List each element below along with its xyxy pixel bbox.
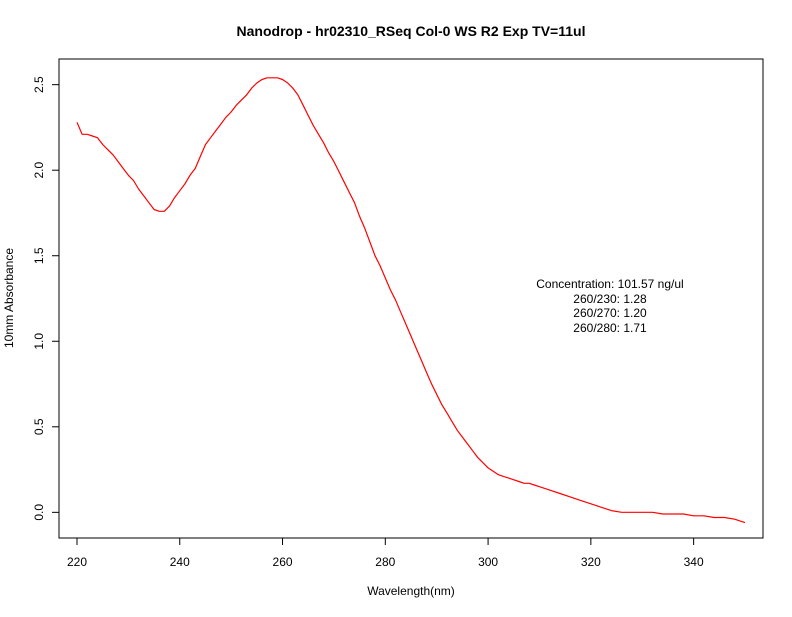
y-tick-label: 2.0 (32, 162, 46, 179)
y-tick-label: 1.0 (32, 333, 46, 350)
x-tick-label: 280 (375, 555, 395, 569)
x-tick-label: 220 (67, 555, 87, 569)
plot-area-frame (58, 58, 764, 539)
series-layer (76, 77, 746, 524)
x-tick-label: 300 (478, 555, 498, 569)
y-tick-label: 0.5 (32, 418, 46, 435)
y-tick-label: 1.5 (32, 247, 46, 264)
y-tick-label: 2.5 (32, 76, 46, 93)
x-tick-label: 240 (170, 555, 190, 569)
absorbance-series-line (76, 77, 746, 524)
annotation-ratio-260-230: 260/230: 1.28 (573, 292, 647, 306)
y-axis-label: 10mm Absorbance (2, 248, 16, 348)
annotation-concentration: Concentration: 101.57 ng/ul (536, 277, 683, 291)
x-axis: 220 240 260 280 300 320 340 (67, 537, 704, 569)
x-tick-label: 260 (273, 555, 293, 569)
x-tick-label: 340 (684, 555, 704, 569)
y-tick-label: 0.0 (32, 504, 46, 521)
chart-title: Nanodrop - hr02310_RSeq Col-0 WS R2 Exp … (237, 23, 586, 39)
x-tick-label: 320 (581, 555, 601, 569)
x-axis-label: Wavelength(nm) (367, 584, 455, 598)
annotation-ratio-260-270: 260/270: 1.20 (573, 306, 647, 320)
annotation-ratio-260-280: 260/280: 1.71 (573, 321, 647, 335)
y-axis: 0.0 0.5 1.0 1.5 2.0 2.5 (32, 76, 60, 521)
stats-annotation: Concentration: 101.57 ng/ul 260/230: 1.2… (536, 277, 683, 335)
